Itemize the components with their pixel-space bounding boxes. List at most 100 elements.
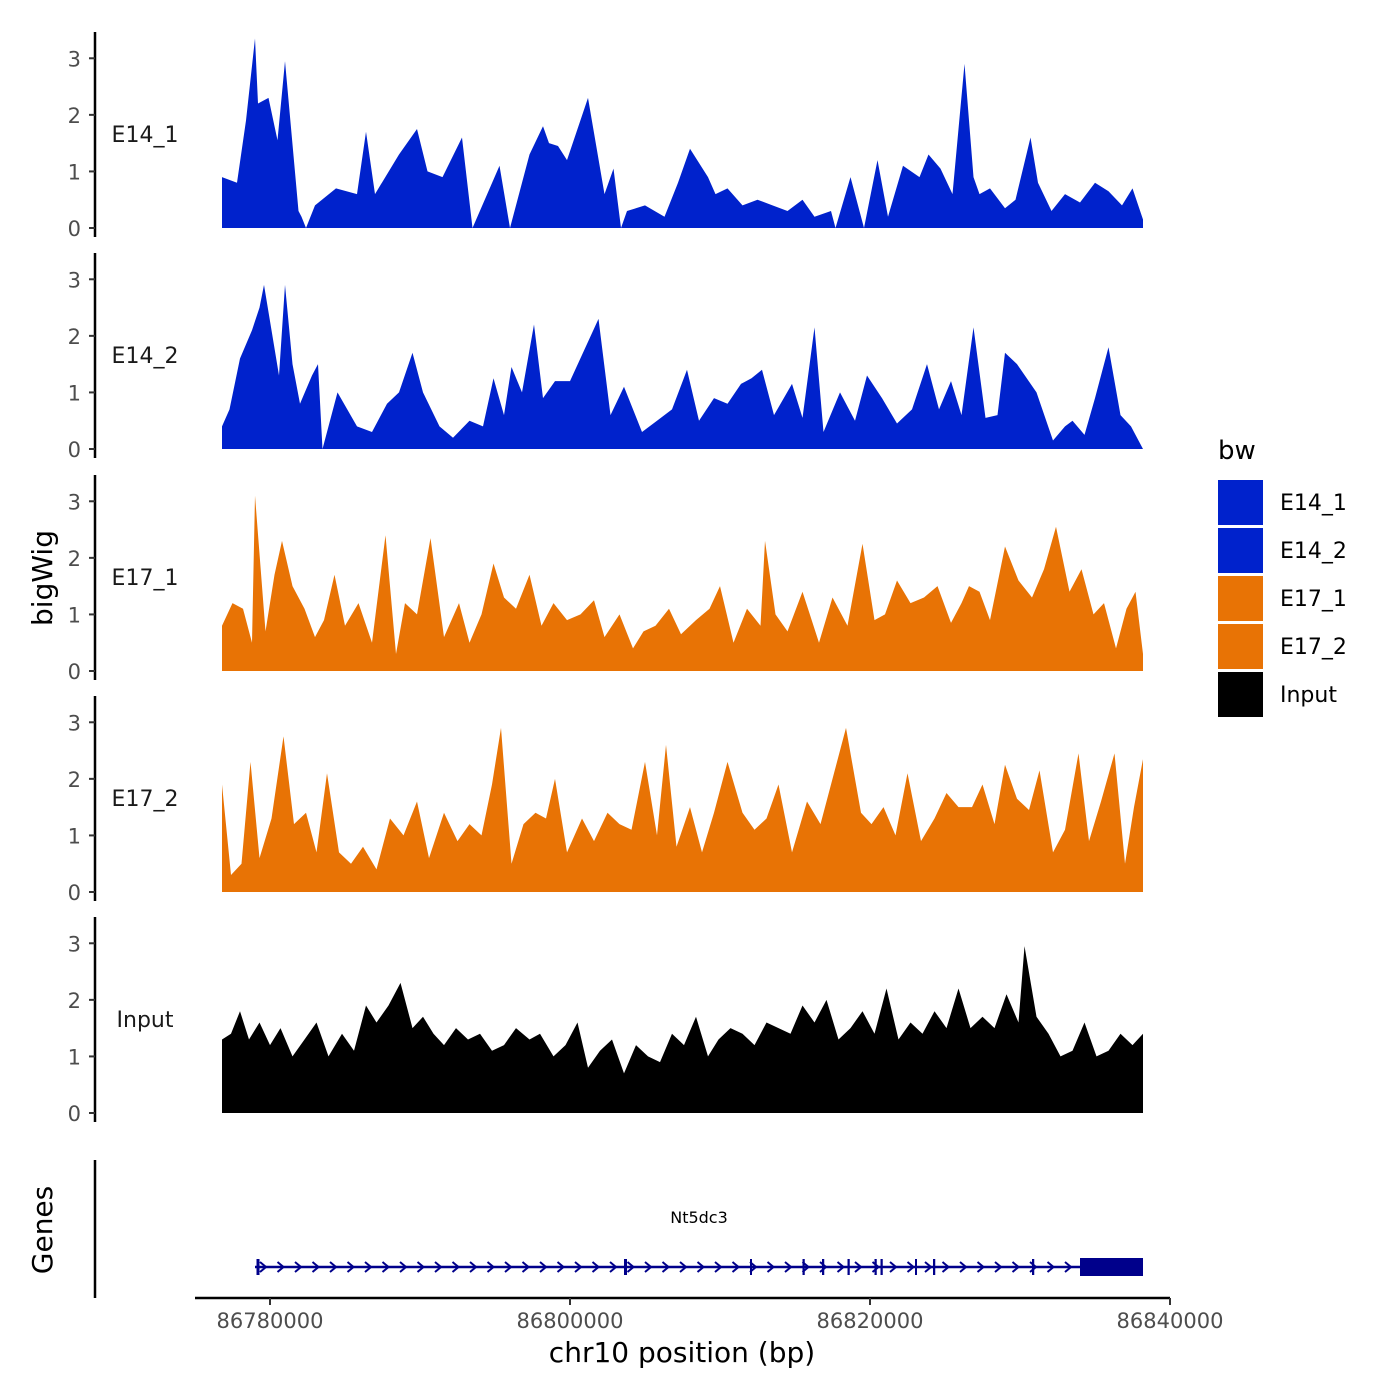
gene-exon	[1080, 1258, 1143, 1276]
strand-arrow	[399, 1261, 408, 1273]
signal-area-e17_1	[222, 495, 1143, 671]
x-axis: 86780000 86800000 86820000 86840000	[195, 1296, 1224, 1333]
legend-key-input	[1218, 672, 1263, 717]
y-tick-label: 2	[68, 325, 81, 349]
y-tick-label: 1	[68, 603, 81, 627]
y-tick-label: 1	[68, 160, 81, 184]
strand-arrow	[766, 1261, 776, 1273]
strand-arrow	[644, 1261, 653, 1273]
strand-arrow	[994, 1261, 1003, 1273]
y-axis-title: bigWig	[26, 530, 59, 626]
legend-label: E14_2	[1280, 539, 1347, 564]
y-tick-label: 0	[68, 438, 81, 462]
legend-label: E14_1	[1280, 491, 1347, 516]
y-tick-label: 1	[68, 824, 81, 848]
legend-title: bw	[1218, 436, 1256, 466]
genes-axis-title: Genes	[26, 1186, 59, 1274]
strand-arrow	[276, 1261, 286, 1273]
bigwig-tracks: 0 1 2 3 E14_1 0 1 2 3 E14_2 0 1 2 3 E17_1 0 1 2 3 E17_2 0 1 2 3…	[68, 32, 1143, 1126]
strand-arrow	[416, 1261, 426, 1273]
y-tick-label: 1	[68, 1045, 81, 1069]
gene-exon	[880, 1259, 883, 1275]
strand-arrow	[451, 1261, 461, 1273]
strand-arrow	[679, 1261, 688, 1273]
y-tick-label: 0	[68, 881, 81, 905]
strand-arrow	[941, 1261, 951, 1273]
legend-key-e17_2	[1218, 624, 1263, 669]
y-tick-label: 2	[68, 547, 81, 571]
strand-arrow	[784, 1261, 793, 1273]
y-tick-label: 1	[68, 381, 81, 405]
x-tick-label: 86800000	[517, 1309, 624, 1333]
strand-arrow	[504, 1261, 513, 1273]
gene-exon	[933, 1259, 936, 1275]
y-tick-label: 0	[68, 660, 81, 684]
strand-arrow	[889, 1261, 898, 1273]
legend-key-e17_1	[1218, 576, 1263, 621]
strand-arrow	[539, 1261, 548, 1273]
strand-arrow	[556, 1261, 566, 1273]
strand-arrow	[661, 1261, 671, 1273]
y-tick-label: 3	[68, 268, 81, 292]
x-tick-label: 86840000	[1117, 1309, 1224, 1333]
strand-arrow	[854, 1261, 863, 1273]
strand-arrow	[311, 1261, 321, 1273]
gene-exon	[256, 1259, 260, 1275]
strand-arrow	[346, 1261, 356, 1273]
y-tick-label: 2	[68, 768, 81, 792]
strand-arrow	[976, 1261, 986, 1273]
gene-exon	[802, 1259, 805, 1275]
signal-area-e14_2	[222, 284, 1143, 449]
signal-area-e14_1	[222, 38, 1143, 228]
y-tick-label: 3	[68, 711, 81, 735]
legend-label: E17_1	[1280, 587, 1347, 612]
track-label: E17_2	[112, 787, 179, 812]
strand-arrow	[1011, 1261, 1021, 1273]
track-e17_1: 0 1 2 3 E17_1	[68, 475, 1143, 684]
strand-arrow	[574, 1261, 583, 1273]
track-input: 0 1 2 3 Input	[68, 917, 1143, 1126]
track-e14_2: 0 1 2 3 E14_2	[68, 253, 1143, 462]
strand-arrow	[364, 1261, 373, 1273]
track-label: Input	[117, 1008, 174, 1033]
gene-track: Nt5dc3	[93, 1160, 1143, 1298]
strand-arrow	[609, 1261, 618, 1273]
strand-arrow	[714, 1261, 723, 1273]
gene-exon	[1032, 1259, 1035, 1275]
legend-label: Input	[1280, 683, 1337, 708]
strand-arrow	[591, 1261, 601, 1273]
gene-exon	[624, 1259, 627, 1275]
y-tick-label: 0	[68, 217, 81, 241]
strand-arrow	[294, 1261, 303, 1273]
track-label: E17_1	[112, 566, 179, 591]
strand-arrow	[1064, 1261, 1073, 1273]
track-e14_1: 0 1 2 3 E14_1	[68, 32, 1143, 241]
gene-exon	[822, 1259, 825, 1275]
legend-key-e14_2	[1218, 528, 1263, 573]
strand-arrow	[434, 1261, 443, 1273]
track-e17_2: 0 1 2 3 E17_2	[68, 696, 1143, 905]
y-tick-label: 0	[68, 1102, 81, 1126]
strand-arrow	[906, 1261, 916, 1273]
strand-arrow	[469, 1261, 478, 1273]
x-tick-label: 86820000	[817, 1309, 924, 1333]
strand-arrow	[924, 1261, 933, 1273]
signal-area-e17_2	[222, 727, 1143, 892]
strand-arrow	[731, 1261, 741, 1273]
y-tick-label: 2	[68, 989, 81, 1013]
strand-arrow	[1046, 1261, 1056, 1273]
strand-arrow	[381, 1261, 391, 1273]
y-tick-label: 3	[68, 47, 81, 71]
legend-label: E17_2	[1280, 635, 1347, 660]
legend: bw E14_1 E14_2 E17_1 E17_2 Input	[1218, 436, 1347, 717]
strand-arrow	[836, 1261, 846, 1273]
y-tick-label: 3	[68, 932, 81, 956]
y-tick-label: 2	[68, 104, 81, 128]
strand-arrow	[959, 1261, 968, 1273]
strand-arrow	[696, 1261, 706, 1273]
gene-exon	[915, 1259, 917, 1275]
track-label: E14_1	[112, 123, 179, 148]
gene-exon	[750, 1259, 752, 1275]
strand-arrow	[626, 1261, 636, 1273]
